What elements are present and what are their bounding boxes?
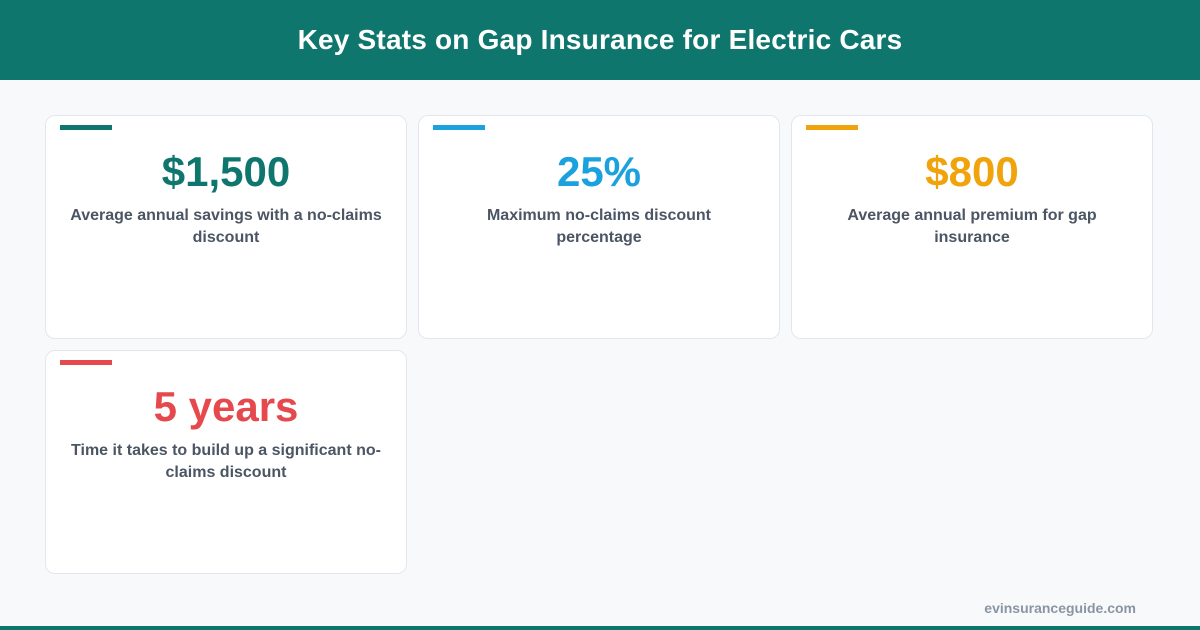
card-accent-bar xyxy=(60,125,112,130)
header-banner: Key Stats on Gap Insurance for Electric … xyxy=(0,0,1200,80)
stat-description: Average annual savings with a no-claims … xyxy=(70,207,382,246)
stat-card-premium: $800 Average annual premium for gap insu… xyxy=(791,115,1153,339)
stat-description: Maximum no-claims discount percentage xyxy=(486,207,712,246)
stat-value: 5 years xyxy=(153,383,299,430)
stat-card-time-to-build: 5 years Time it takes to build up a sign… xyxy=(45,350,407,574)
stat-value: 25% xyxy=(556,148,642,195)
page-title: Key Stats on Gap Insurance for Electric … xyxy=(297,24,903,55)
card-accent-bar xyxy=(806,125,858,130)
card-accent-bar xyxy=(60,360,112,365)
stat-description: Average annual premium for gap insurance xyxy=(847,207,1097,246)
stat-card-discount-percentage: 25% Maximum no-claims discount percentag… xyxy=(418,115,780,339)
card-accent-bar xyxy=(433,125,485,130)
site-credit: evinsuranceguide.com xyxy=(984,600,1136,616)
stat-value: $1,500 xyxy=(161,148,291,195)
stat-value: $800 xyxy=(925,148,1019,195)
stat-card-savings: $1,500 Average annual savings with a no-… xyxy=(45,115,407,339)
stat-description: Time it takes to build up a significant … xyxy=(71,442,381,481)
bottom-accent-bar xyxy=(0,626,1200,630)
